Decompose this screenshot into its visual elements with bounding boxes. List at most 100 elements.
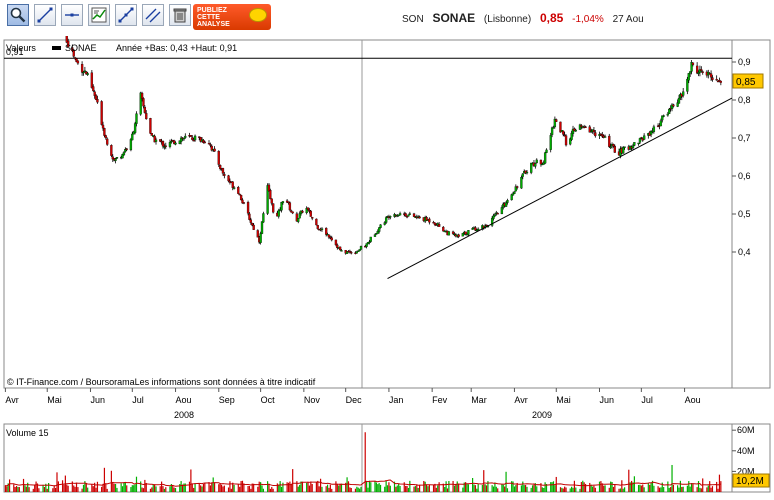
quote-price: 0,85 — [539, 11, 564, 25]
volume-bar — [53, 485, 55, 492]
volume-bar — [700, 488, 702, 492]
volume-bar — [377, 484, 379, 492]
volume-bar — [520, 485, 523, 492]
volume-bar — [13, 484, 15, 492]
volume-bar — [386, 485, 389, 492]
volume-bar — [241, 480, 244, 492]
volume-bar — [716, 481, 718, 492]
volume-bar — [36, 483, 39, 492]
candle-body — [357, 250, 360, 252]
volume-bar — [720, 481, 722, 492]
candle-body — [232, 187, 236, 189]
x-tick-label-14: Jun — [600, 395, 615, 405]
volume-bar — [172, 485, 174, 492]
volume-bar — [46, 488, 48, 492]
candle-body — [661, 115, 664, 121]
candle-body — [510, 194, 513, 201]
candle-body — [295, 213, 299, 222]
candle-body — [686, 78, 689, 92]
volume-bar — [155, 486, 157, 492]
line-draw-icon[interactable] — [34, 4, 56, 26]
volume-bar — [134, 484, 136, 492]
trash-icon[interactable] — [169, 4, 191, 26]
volume-bar — [292, 469, 294, 492]
zoom-icon[interactable] — [7, 4, 29, 26]
volume-bar — [699, 487, 701, 492]
volume-bar — [325, 486, 327, 492]
parallel-icon[interactable] — [142, 4, 164, 26]
volume-bar — [583, 482, 585, 492]
publish-analysis-button[interactable]: PUBLIEZ CETTE ANALYSE — [193, 4, 271, 30]
volume-bar — [290, 484, 292, 492]
volume-bar — [424, 481, 426, 492]
volume-bar — [35, 481, 37, 492]
volume-bar — [398, 483, 400, 492]
volume-bar — [629, 482, 631, 492]
candle-body — [350, 252, 353, 254]
candle-body — [330, 237, 333, 241]
candle-body — [103, 128, 106, 136]
promo-line-1: PUBLIEZ — [197, 7, 227, 14]
last-price-badge: 0,85 — [732, 73, 764, 89]
volume-bar — [531, 485, 534, 492]
volume-bar — [154, 484, 156, 492]
candle-body — [689, 71, 692, 74]
volume-bar — [266, 481, 269, 492]
candle-body — [223, 173, 226, 176]
volume-bar — [534, 483, 536, 492]
volume-bar — [220, 484, 223, 492]
candle-body — [241, 199, 244, 204]
candle-body — [375, 233, 378, 235]
volume-bar — [413, 486, 415, 492]
volume-bar — [286, 482, 288, 492]
volume-bar — [87, 487, 89, 492]
candle-body — [539, 159, 543, 165]
volume-bar — [209, 485, 212, 492]
volume-bar — [48, 482, 50, 492]
candle-body — [535, 159, 538, 164]
volume-bar — [552, 481, 555, 492]
volume-bar — [653, 485, 655, 492]
volume-bar — [624, 487, 626, 492]
candle-body — [564, 135, 568, 146]
x-tick-label-16: Aou — [685, 395, 701, 405]
volume-bar — [455, 483, 457, 492]
x-tick-label-0: Avr — [5, 395, 18, 405]
volume-bar — [71, 481, 73, 492]
candle-body — [570, 132, 573, 140]
candle-body — [92, 86, 95, 91]
trendline[interactable] — [387, 97, 733, 280]
volume-bar — [562, 488, 564, 492]
volume-bar — [114, 483, 117, 492]
fit-icon[interactable] — [115, 4, 137, 26]
candle-body — [412, 213, 416, 217]
volume-bar — [335, 481, 337, 492]
volume-bar — [340, 483, 343, 492]
candle-body — [383, 222, 386, 225]
candle-body — [348, 250, 352, 253]
volume-bar — [232, 482, 234, 492]
volume-bar — [650, 482, 652, 492]
candle-body — [252, 224, 255, 230]
indicator-icon[interactable] — [88, 4, 110, 26]
candle-body — [461, 233, 464, 237]
horizontal-line-icon[interactable] — [61, 4, 83, 26]
volume-bar — [356, 486, 358, 492]
candle-body — [100, 101, 103, 125]
volume-bar — [131, 485, 133, 492]
candle-body — [637, 142, 640, 145]
volume-bar — [201, 486, 203, 492]
candle-body — [467, 230, 470, 235]
volume-bar — [677, 485, 679, 492]
candle-body — [659, 120, 663, 127]
volume-bar — [38, 488, 40, 492]
candle-body — [272, 203, 275, 213]
year-label-2008: 2008 — [174, 410, 194, 420]
candle-body — [256, 230, 259, 238]
candle-body — [355, 251, 358, 254]
volume-bar — [438, 482, 440, 492]
candle-body — [121, 153, 124, 159]
volume-bar — [481, 484, 483, 492]
volume-bar — [385, 480, 387, 492]
volume-bar — [233, 484, 235, 492]
